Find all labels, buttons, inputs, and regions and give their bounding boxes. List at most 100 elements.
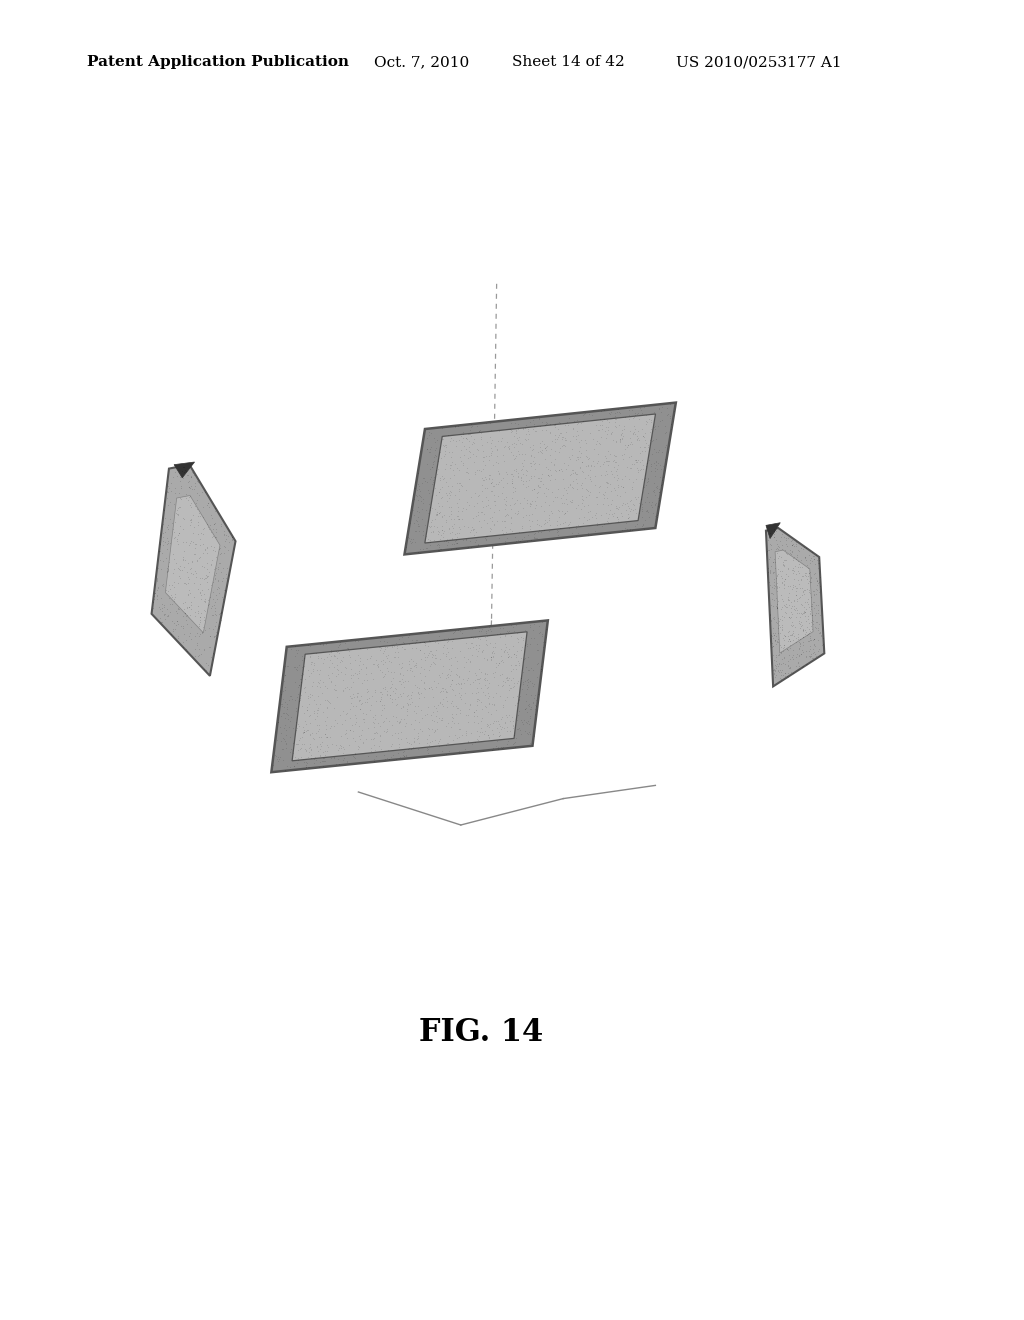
Point: [492, 664, 508, 685]
Point: [460, 730, 476, 751]
Point: [273, 693, 290, 714]
Point: [811, 614, 827, 635]
Point: [630, 462, 646, 483]
Point: [614, 420, 631, 441]
Point: [436, 458, 453, 479]
Point: [447, 532, 464, 553]
Point: [808, 570, 824, 591]
Point: [797, 606, 813, 627]
Point: [273, 706, 290, 727]
Point: [564, 463, 581, 484]
Point: [765, 635, 781, 656]
Point: [404, 737, 421, 758]
Point: [460, 711, 476, 733]
Point: [204, 595, 220, 616]
Point: [772, 665, 788, 686]
Point: [319, 690, 336, 711]
Point: [180, 477, 197, 498]
Point: [507, 413, 523, 434]
Point: [790, 561, 806, 582]
Point: [301, 704, 317, 725]
Point: [202, 626, 218, 647]
Point: [484, 693, 501, 714]
Point: [166, 589, 182, 610]
Point: [150, 585, 166, 606]
Point: [500, 643, 516, 664]
Point: [186, 516, 203, 537]
Polygon shape: [766, 528, 824, 686]
Point: [154, 611, 170, 632]
Point: [392, 685, 409, 706]
Point: [781, 589, 798, 610]
Point: [422, 529, 438, 550]
Point: [452, 665, 468, 686]
Point: [274, 696, 291, 717]
Point: [786, 569, 803, 590]
Point: [342, 708, 358, 729]
Point: [764, 589, 780, 610]
Point: [304, 685, 321, 706]
Point: [606, 457, 623, 478]
Point: [573, 492, 590, 513]
Point: [449, 651, 465, 672]
Point: [200, 517, 216, 539]
Point: [804, 605, 820, 626]
Point: [480, 685, 497, 706]
Point: [764, 562, 780, 583]
Point: [638, 455, 654, 477]
Point: [162, 491, 178, 512]
Point: [486, 436, 503, 457]
Point: [366, 750, 382, 771]
Point: [329, 642, 345, 663]
Point: [557, 429, 573, 450]
Point: [379, 684, 395, 705]
Point: [332, 634, 348, 655]
Point: [290, 739, 306, 760]
Point: [621, 404, 637, 425]
Point: [291, 715, 307, 737]
Point: [770, 644, 786, 665]
Point: [573, 412, 590, 433]
Point: [573, 451, 590, 473]
Point: [559, 412, 575, 433]
Point: [519, 475, 536, 496]
Point: [301, 725, 317, 746]
Point: [483, 471, 500, 492]
Point: [795, 632, 811, 653]
Point: [470, 440, 486, 461]
Point: [208, 521, 224, 543]
Point: [497, 689, 513, 710]
Point: [194, 523, 210, 544]
Point: [163, 623, 179, 644]
Point: [339, 727, 355, 748]
Point: [778, 535, 795, 556]
Point: [447, 436, 464, 457]
Point: [485, 490, 502, 511]
Point: [208, 527, 224, 548]
Point: [596, 400, 612, 421]
Point: [497, 436, 513, 457]
Point: [466, 495, 482, 516]
Point: [207, 615, 223, 636]
Point: [629, 513, 645, 535]
Point: [428, 677, 444, 698]
Point: [167, 477, 183, 498]
Point: [312, 659, 329, 680]
Point: [584, 506, 600, 527]
Point: [503, 418, 519, 440]
Point: [181, 558, 198, 579]
Point: [602, 499, 618, 520]
Point: [185, 564, 202, 585]
Point: [351, 663, 368, 684]
Point: [469, 689, 485, 710]
Point: [478, 648, 495, 669]
Point: [783, 591, 800, 612]
Point: [202, 626, 218, 647]
Point: [372, 715, 388, 737]
Point: [326, 645, 342, 667]
Point: [185, 504, 202, 525]
Point: [509, 622, 525, 643]
Point: [504, 520, 520, 541]
Point: [783, 603, 800, 624]
Point: [774, 523, 791, 544]
